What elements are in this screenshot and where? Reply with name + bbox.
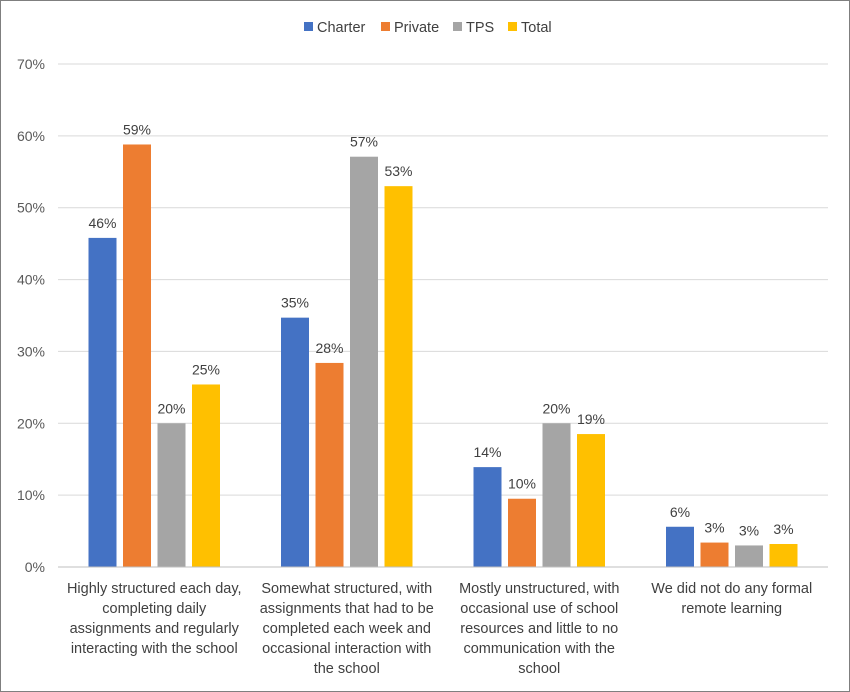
category-label: Somewhat structured, with assignments tha… — [260, 581, 434, 677]
bar-private — [315, 362, 344, 567]
bar-private — [508, 498, 536, 567]
bar-charter — [281, 317, 309, 567]
y-tick-label: 10% — [17, 487, 45, 503]
y-tick-label: 40% — [17, 272, 45, 288]
legend-label-total: Total — [521, 20, 552, 36]
y-tick-label: 60% — [17, 128, 45, 144]
data-label: 46% — [88, 215, 116, 231]
legend-label-private: Private — [394, 20, 439, 36]
data-label: 3% — [773, 521, 793, 537]
bar-private — [123, 144, 151, 568]
bar-tps — [350, 156, 378, 567]
bar-tps — [157, 423, 186, 567]
bar-charter — [666, 526, 694, 567]
data-label: 3% — [704, 520, 724, 536]
y-tick-label: 50% — [17, 200, 45, 216]
data-label: 3% — [739, 522, 759, 538]
y-axis-ticks: 0% 10% 20% 30% 40% 50% 60% 70% — [17, 56, 45, 575]
bar-tps — [735, 545, 763, 567]
legend-swatch-tps — [453, 22, 462, 31]
data-label: 25% — [192, 361, 220, 377]
data-label: 59% — [123, 121, 151, 137]
data-labels: 46% 59% 20% 25% 35% 28% 57% 53% 14% 10% 20% 19% 6% 3%… — [88, 121, 793, 538]
data-label: 6% — [670, 504, 690, 520]
y-tick-label: 20% — [17, 415, 45, 431]
data-label: 28% — [315, 340, 343, 356]
category-label: Mostly unstructured, with occasional use … — [459, 581, 619, 677]
legend-swatch-total — [508, 22, 517, 31]
data-label: 35% — [281, 295, 309, 311]
bar-total — [192, 384, 220, 567]
data-label: 14% — [473, 444, 501, 460]
bar-private — [700, 542, 729, 567]
data-label: 53% — [384, 163, 412, 179]
legend: Charter Private TPS Total — [304, 20, 552, 36]
bar-charter — [88, 237, 117, 567]
bars — [88, 144, 798, 568]
legend-swatch-private — [381, 22, 390, 31]
data-label: 20% — [542, 400, 570, 416]
legend-label-tps: TPS — [466, 20, 494, 36]
bar-charter — [473, 467, 502, 567]
data-label: 57% — [350, 134, 378, 150]
category-labels: Highly structured each day, completing da… — [67, 581, 812, 677]
bar-tps — [542, 423, 571, 567]
legend-label-charter: Charter — [317, 20, 366, 36]
bar-total — [384, 186, 413, 567]
bar-total — [769, 544, 798, 567]
category-label: We did not do any formal remote learning — [651, 581, 812, 617]
data-label: 10% — [508, 476, 536, 492]
y-tick-label: 70% — [17, 56, 45, 72]
y-tick-label: 0% — [25, 559, 45, 575]
legend-swatch-charter — [304, 22, 313, 31]
data-label: 20% — [157, 400, 185, 416]
bar-total — [577, 434, 605, 567]
category-label: Highly structured each day, completing da… — [67, 581, 242, 657]
gridlines — [58, 63, 828, 496]
y-tick-label: 30% — [17, 343, 45, 359]
data-label: 19% — [577, 411, 605, 427]
